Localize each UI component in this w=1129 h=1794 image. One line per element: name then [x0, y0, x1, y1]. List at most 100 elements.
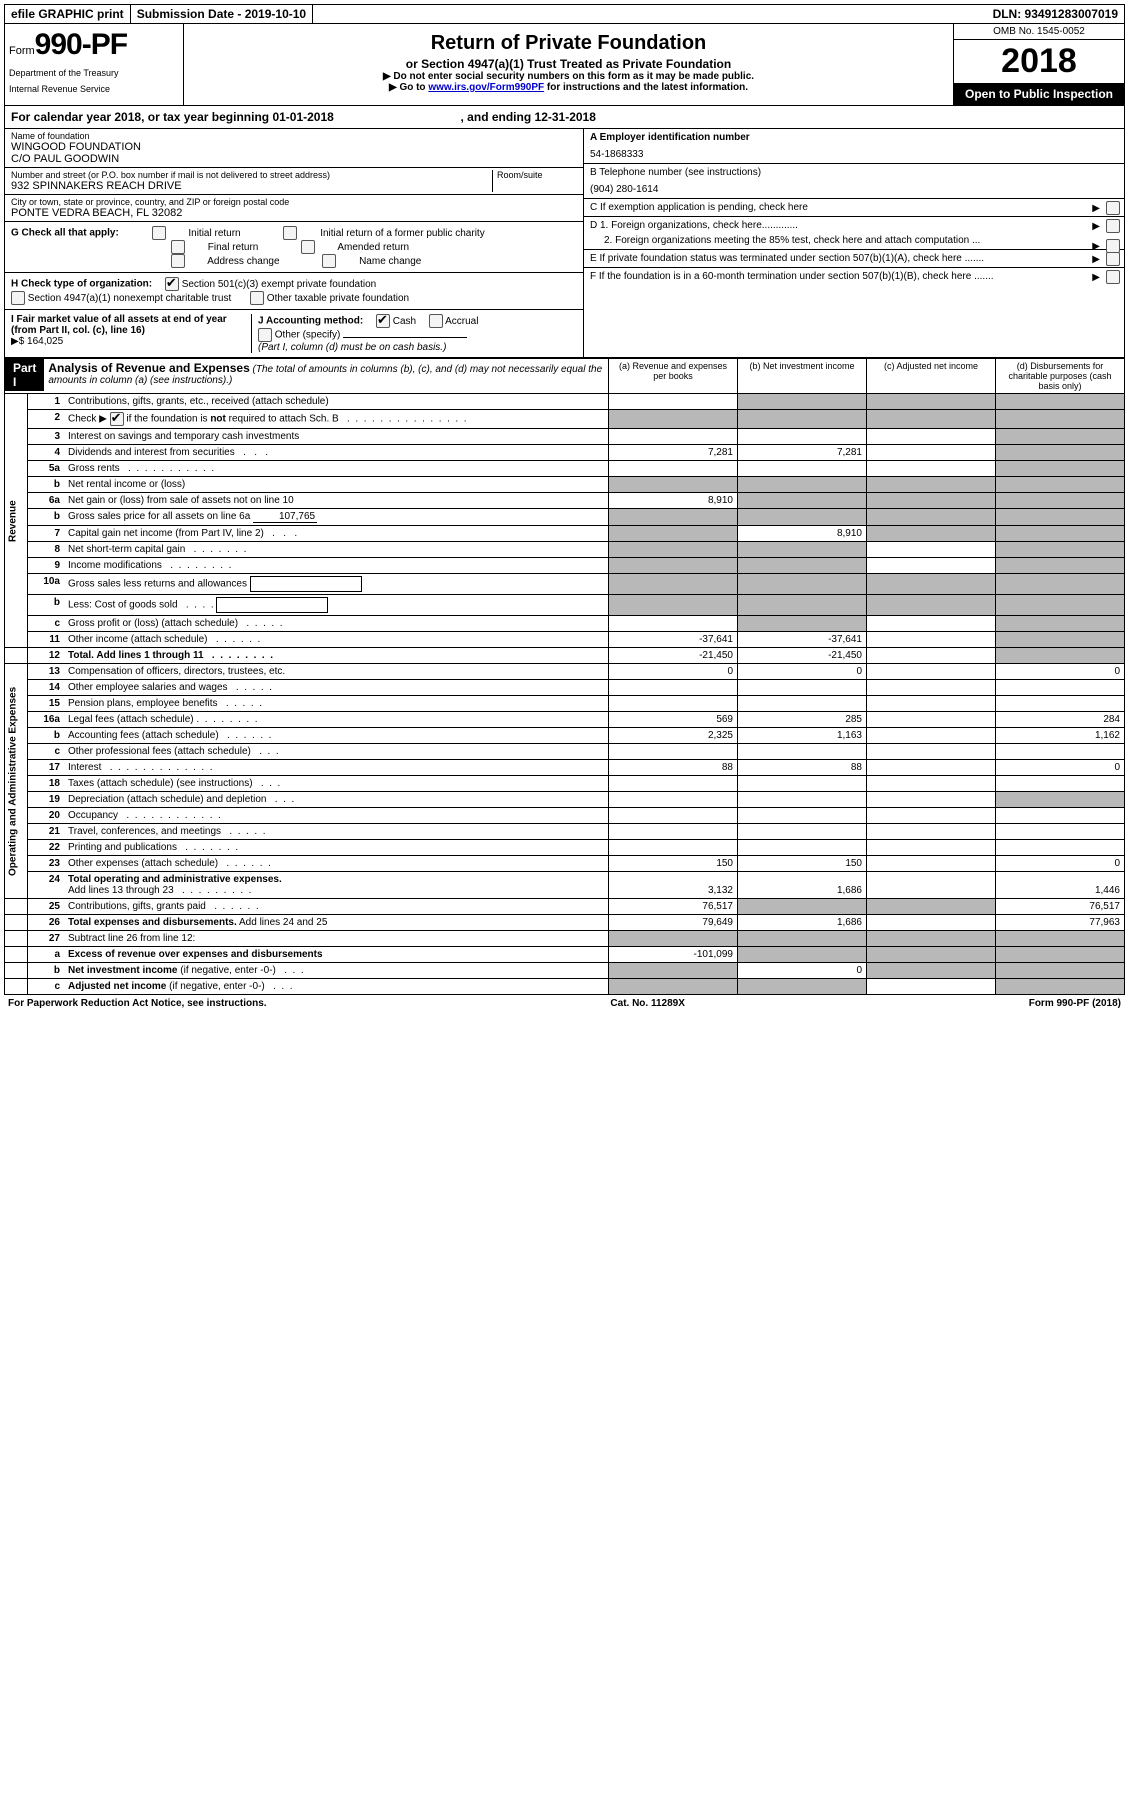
name-label: Name of foundation	[11, 131, 577, 141]
address-change-check[interactable]	[171, 254, 185, 268]
footer-mid: Cat. No. 11289X	[610, 998, 684, 1009]
e-check[interactable]	[1106, 252, 1120, 266]
line-desc: Net rental income or (loss)	[64, 477, 609, 493]
fmv-value: ▶$ 164,025	[11, 336, 63, 347]
form-number: 990-PF	[35, 28, 127, 61]
line-num: 15	[28, 696, 65, 712]
open-public: Open to Public Inspection	[954, 83, 1124, 105]
g-label: G Check all that apply:	[11, 228, 119, 239]
form-subtitle: or Section 4947(a)(1) Trust Treated as P…	[190, 57, 947, 71]
f-check[interactable]	[1106, 270, 1120, 284]
line-num: c	[28, 616, 65, 632]
irs-label: Internal Revenue Service	[9, 84, 179, 94]
inst-2-pre: ▶ Go to	[389, 82, 428, 93]
line-desc: Printing and publications	[68, 842, 177, 853]
submission-date: Submission Date - 2019-10-10	[131, 5, 313, 23]
d1-check[interactable]	[1106, 219, 1120, 233]
line-desc: Subtract line 26 from line 12:	[64, 931, 609, 947]
c-label: C If exemption application is pending, c…	[590, 202, 808, 213]
f-label: F If the foundation is in a 60-month ter…	[590, 271, 1118, 282]
line-desc: Taxes (attach schedule) (see instruction…	[68, 778, 253, 789]
amt-b: 1,686	[738, 872, 867, 899]
dln: DLN: 93491283007019	[987, 5, 1124, 23]
amt-d: 0	[996, 856, 1125, 872]
amt-a: 0	[609, 664, 738, 680]
j-label: J Accounting method:	[258, 316, 363, 327]
amt-a: 2,325	[609, 728, 738, 744]
irs-link[interactable]: www.irs.gov/Form990PF	[428, 82, 544, 93]
line-num: 8	[28, 542, 65, 558]
line-num: 17	[28, 760, 65, 776]
line-num: 21	[28, 824, 65, 840]
arrow-icon: ▶	[1092, 203, 1100, 214]
line-num: 26	[28, 915, 65, 931]
line-desc: Net short-term capital gain	[68, 544, 185, 555]
accrual-check[interactable]	[429, 314, 443, 328]
amt-a: 7,281	[609, 445, 738, 461]
cash-check[interactable]	[376, 314, 390, 328]
h-o1: Section 501(c)(3) exempt private foundat…	[182, 279, 377, 290]
501c3-check[interactable]	[165, 277, 179, 291]
line-desc: Occupancy	[68, 810, 118, 821]
line-desc: Accounting fees (attach schedule)	[68, 730, 219, 741]
amt-b: -37,641	[738, 632, 867, 648]
j-accrual: Accrual	[445, 316, 478, 327]
col-d-header: (d) Disbursements for charitable purpose…	[996, 359, 1125, 394]
expenses-label: Operating and Administrative Expenses	[5, 664, 20, 898]
line-num: 24	[28, 872, 65, 899]
d1-label: D 1. Foreign organizations, check here..…	[590, 220, 1118, 231]
line-num: 3	[28, 429, 65, 445]
amended-check[interactable]	[301, 240, 315, 254]
line-desc: Other expenses (attach schedule)	[68, 858, 218, 869]
initial-charity-check[interactable]	[283, 226, 297, 240]
amt-a: -21,450	[609, 648, 738, 664]
footer-left: For Paperwork Reduction Act Notice, see …	[8, 998, 267, 1009]
amt-a: 569	[609, 712, 738, 728]
name-change-check[interactable]	[322, 254, 336, 268]
sch-b-check[interactable]	[110, 412, 124, 426]
cal-begin: For calendar year 2018, or tax year begi…	[11, 110, 334, 124]
line-num: 11	[28, 632, 65, 648]
line-num: 9	[28, 558, 65, 574]
final-return-check[interactable]	[171, 240, 185, 254]
line-num: a	[28, 947, 65, 963]
street-address: 932 SPINNAKERS REACH DRIVE	[11, 180, 492, 192]
h-o2: Section 4947(a)(1) nonexempt charitable …	[28, 293, 231, 304]
line-desc: Legal fees (attach schedule)	[68, 714, 194, 725]
line-num: 18	[28, 776, 65, 792]
line-num: 23	[28, 856, 65, 872]
d2-label: 2. Foreign organizations meeting the 85%…	[604, 235, 1118, 246]
amt-d: 0	[996, 664, 1125, 680]
line-desc: Interest	[68, 762, 101, 773]
other-specify-input[interactable]	[343, 337, 467, 338]
line-num: 7	[28, 526, 65, 542]
c-check[interactable]	[1106, 201, 1120, 215]
other-method-check[interactable]	[258, 328, 272, 342]
line-num: 25	[28, 899, 65, 915]
amt-a: 150	[609, 856, 738, 872]
arrow-icon: ▶	[1092, 272, 1100, 283]
4947-check[interactable]	[11, 291, 25, 305]
arrow-icon: ▶	[1092, 254, 1100, 265]
10b-box[interactable]	[216, 597, 328, 613]
inline-amount: 107,765	[253, 511, 317, 523]
other-taxable-check[interactable]	[250, 291, 264, 305]
g-o4: Amended return	[337, 242, 409, 253]
tax-year: 2018	[954, 40, 1124, 83]
amt-d: 76,517	[996, 899, 1125, 915]
line-desc: Pension plans, employee benefits	[68, 698, 218, 709]
g-o6: Name change	[359, 256, 421, 267]
amt-b: 1,686	[738, 915, 867, 931]
line-num: 22	[28, 840, 65, 856]
line-desc: Compensation of officers, directors, tru…	[64, 664, 609, 680]
h-o3: Other taxable private foundation	[267, 293, 409, 304]
amt-a: -101,099	[609, 947, 738, 963]
page-footer: For Paperwork Reduction Act Notice, see …	[4, 995, 1125, 1012]
col-b-header: (b) Net investment income	[738, 359, 867, 394]
initial-return-check[interactable]	[152, 226, 166, 240]
line-desc: Gross sales price for all assets on line…	[68, 511, 250, 522]
amt-a: -37,641	[609, 632, 738, 648]
amt-d: 0	[996, 760, 1125, 776]
10a-box[interactable]	[250, 576, 362, 592]
col-a-header: (a) Revenue and expenses per books	[609, 359, 738, 394]
